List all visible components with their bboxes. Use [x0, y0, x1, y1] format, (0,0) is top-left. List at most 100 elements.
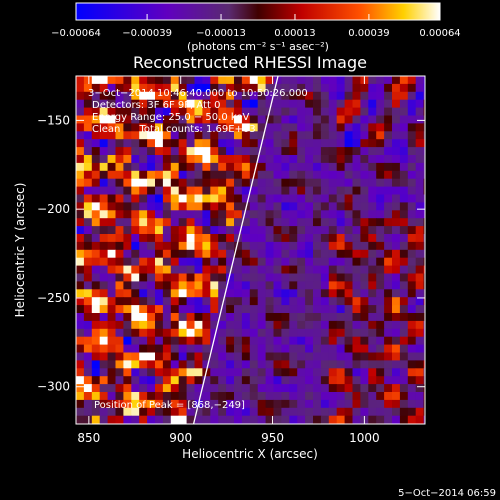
- heatmap-cell: [423, 281, 425, 290]
- heatmap-cell: [407, 423, 417, 424]
- y-tick-label: −150: [37, 113, 70, 127]
- heatmap-cell: [186, 273, 195, 282]
- heatmap-cell: [178, 170, 187, 180]
- heatmap-cell: [352, 273, 361, 282]
- heatmap-cell: [313, 352, 322, 361]
- heatmap-cell: [344, 83, 353, 93]
- heatmap-cell: [123, 241, 132, 251]
- heatmap-cell: [407, 83, 417, 93]
- heatmap-cell: [170, 147, 180, 156]
- heatmap-cell: [297, 265, 306, 274]
- heatmap-cell: [376, 320, 385, 330]
- heatmap-cell: [352, 115, 361, 124]
- heatmap-cell: [210, 91, 219, 101]
- heatmap-cell: [336, 178, 345, 187]
- heatmap-cell: [281, 328, 290, 338]
- heatmap-cell: [392, 305, 401, 314]
- heatmap-cell: [249, 155, 259, 164]
- heatmap-cell: [352, 234, 361, 243]
- heatmap-cell: [392, 241, 401, 251]
- heatmap-cell: [360, 281, 369, 290]
- heatmap-cell: [313, 202, 322, 211]
- heatmap-cell: [297, 83, 306, 93]
- heatmap-cell: [313, 297, 322, 306]
- heatmap-cell: [297, 123, 306, 132]
- heatmap-cell: [99, 392, 108, 401]
- heatmap-cell: [407, 249, 417, 259]
- heatmap-cell: [313, 399, 322, 409]
- heatmap-cell: [249, 107, 259, 116]
- heatmap-cell: [281, 352, 290, 361]
- heatmap-cell: [139, 170, 148, 180]
- heatmap-cell: [186, 368, 195, 377]
- heatmap-cell: [297, 392, 306, 401]
- heatmap-cell: [407, 91, 417, 101]
- heatmap-cell: [352, 297, 361, 306]
- heatmap-cell: [336, 273, 345, 282]
- heatmap-cell: [218, 234, 227, 243]
- heatmap-cell: [107, 344, 116, 353]
- heatmap-cell: [194, 83, 203, 93]
- heatmap-cell: [99, 210, 108, 219]
- plot-frame: [75, 75, 426, 425]
- heatmap-cell: [305, 155, 314, 164]
- heatmap-cell: [107, 336, 116, 345]
- heatmap-cell: [289, 305, 298, 314]
- heatmap-cell: [352, 147, 361, 156]
- heatmap-cell: [415, 297, 424, 306]
- heatmap-cell: [368, 368, 377, 377]
- heatmap-cell: [210, 313, 219, 322]
- heatmap-cell: [131, 352, 140, 361]
- heatmap-cell: [210, 139, 219, 148]
- heatmap-cell: [123, 257, 132, 266]
- heatmap-cell: [352, 265, 361, 274]
- heatmap-cell: [368, 313, 377, 322]
- heatmap-cell: [76, 392, 85, 401]
- heatmap-cell: [155, 336, 164, 345]
- heatmap-cell: [423, 344, 425, 353]
- heatmap-cell: [352, 399, 361, 409]
- heatmap-cell: [202, 360, 211, 369]
- heatmap-cell: [376, 210, 385, 219]
- heatmap-cell: [131, 305, 140, 314]
- heatmap-cell: [352, 281, 361, 290]
- heatmap-cell: [328, 399, 338, 409]
- heatmap-cell: [194, 320, 203, 330]
- heatmap-cell: [249, 376, 259, 385]
- annotation-energy-range: Energy Range: 25.0 − 50.0 keV: [92, 112, 249, 123]
- heatmap-cell: [368, 170, 377, 180]
- heatmap-cell: [399, 297, 409, 306]
- heatmap-cell: [384, 265, 393, 274]
- heatmap-cell: [305, 273, 314, 282]
- heatmap-cell: [147, 384, 156, 393]
- heatmap-cell: [352, 139, 361, 148]
- heatmap-cell: [241, 392, 251, 401]
- heatmap-cell: [368, 226, 377, 235]
- heatmap-cell: [155, 289, 164, 298]
- heatmap-cell: [155, 91, 164, 101]
- heatmap-cell: [241, 305, 251, 314]
- heatmap-cell: [376, 289, 385, 298]
- heatmap-cell: [186, 76, 195, 85]
- heatmap-cell: [384, 202, 393, 211]
- heatmap-cell: [234, 83, 243, 93]
- heatmap-cell: [115, 336, 124, 345]
- heatmap-cell: [376, 139, 385, 148]
- heatmap-cell: [360, 99, 369, 108]
- heatmap-cell: [218, 170, 227, 180]
- heatmap-cell: [202, 392, 211, 401]
- heatmap-cell: [273, 210, 282, 219]
- heatmap-cell: [313, 265, 322, 274]
- heatmap-cell: [186, 249, 195, 259]
- heatmap-cell: [265, 320, 274, 330]
- heatmap-cell: [115, 147, 124, 156]
- heatmap-cell: [170, 115, 180, 124]
- heatmap-cell: [305, 170, 314, 180]
- heatmap-cell: [273, 281, 282, 290]
- heatmap-cell: [328, 392, 338, 401]
- heatmap-cell: [423, 407, 425, 417]
- heatmap-cell: [83, 234, 93, 243]
- heatmap-cell: [202, 305, 211, 314]
- heatmap-cell: [99, 360, 108, 369]
- heatmap-cell: [399, 115, 409, 124]
